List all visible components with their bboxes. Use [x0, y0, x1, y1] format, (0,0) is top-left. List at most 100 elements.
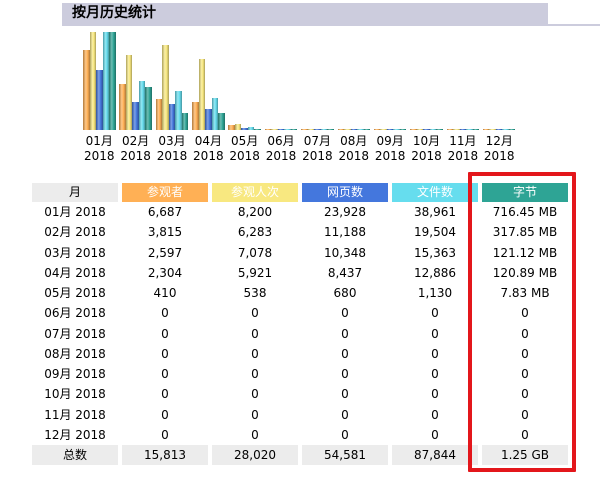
x-tick-label: 03月 2018 [156, 134, 188, 163]
bar-visitors-9 [373, 128, 381, 130]
bytes-cell: 0 [521, 427, 529, 442]
bar-visits-7 [307, 128, 315, 130]
month-cell: 08月 2018 [44, 346, 106, 361]
bytes-cell: 716.45 MB [492, 205, 558, 220]
bar-hits-10 [429, 128, 437, 130]
bar-visitors-1 [83, 50, 90, 130]
bytes-cell: 0 [521, 306, 529, 321]
visitors-column-header: 参观者 [122, 183, 208, 202]
pages-cell: 0 [341, 367, 349, 382]
bar-hits-5 [247, 127, 255, 130]
visitors-cell: 0 [161, 326, 169, 341]
bar-hits-4 [211, 97, 219, 130]
title-divider [62, 24, 600, 26]
table-row: 06月 2018 0 0 0 0 0 [32, 303, 568, 323]
x-tick-label: 08月 2018 [338, 134, 370, 163]
bar-pages-7 [314, 128, 321, 130]
bar-visits-8 [344, 128, 351, 130]
x-tick-label: 12月 2018 [483, 134, 515, 163]
table-row: 09月 2018 0 0 0 0 0 [32, 364, 568, 384]
bar-bytes-1 [109, 32, 116, 130]
month-column-header: 月 [32, 183, 118, 202]
month-cell: 11月 2018 [44, 407, 106, 422]
table-row: 08月 2018 0 0 0 0 0 [32, 344, 568, 364]
bar-pages-12 [495, 128, 503, 130]
bar-visitors-7 [301, 128, 308, 130]
visitors-cell: 0 [161, 346, 169, 361]
x-tick-label: 02月 2018 [120, 134, 151, 163]
month-cell: 10月 2018 [44, 387, 106, 402]
bar-pages-1 [96, 69, 103, 130]
month-cell: 05月 2018 [44, 286, 106, 301]
hits-cell: 19,504 [414, 225, 456, 240]
visits-cell: 0 [251, 427, 259, 442]
bar-visits-2 [125, 54, 133, 130]
bar-visitors-6 [264, 128, 272, 130]
bar-visitors-12 [482, 128, 490, 130]
table-row: 11月 2018 0 0 0 0 0 [32, 405, 568, 425]
bar-pages-2 [132, 101, 139, 130]
month-cell: 01月 2018 [44, 205, 106, 220]
bar-visitors-4 [192, 102, 199, 130]
visitors-cell: 6,687 [147, 205, 183, 220]
bar-hits-7 [320, 128, 328, 130]
month-cell: 12月 2018 [44, 427, 106, 442]
bar-bytes-7 [327, 128, 334, 130]
bar-visits-6 [271, 128, 278, 130]
visits-cell: 5,921 [237, 265, 273, 280]
bar-pages-4 [205, 108, 212, 130]
visitors-cell: 2,304 [147, 265, 183, 280]
month-cell: 04月 2018 [44, 265, 106, 280]
month-cell: 09月 2018 [44, 367, 106, 382]
total-bytes-cell: 1.25 GB [482, 445, 568, 465]
bar-visitors-2 [119, 84, 126, 130]
bar-visits-9 [380, 128, 387, 130]
hits-cell: 38,961 [414, 205, 456, 220]
bytes-cell: 0 [521, 407, 529, 422]
hits-cell: 0 [431, 346, 439, 361]
pages-cell: 11,188 [324, 225, 366, 240]
pages-cell: 0 [341, 346, 349, 361]
total-hits-cell: 87,844 [392, 445, 478, 465]
pages-cell: 0 [341, 306, 349, 321]
visitors-cell: 3,815 [147, 225, 183, 240]
bar-hits-1 [102, 32, 109, 130]
visits-cell: 0 [251, 326, 259, 341]
total-pages-cell: 54,581 [302, 445, 388, 465]
bar-bytes-10 [436, 128, 443, 130]
bar-hits-11 [466, 128, 473, 130]
bar-bytes-4 [218, 113, 225, 130]
bar-pages-5 [241, 128, 248, 130]
monthly-history-table: 月 参观者 参观人次 网页数 文件数 字节 01月 2018 6,687 8,200… [28, 183, 572, 465]
bar-bytes-6 [290, 128, 298, 130]
bar-hits-12 [502, 128, 509, 130]
bar-hits-9 [393, 128, 400, 130]
bar-bytes-12 [508, 128, 516, 130]
pages-cell: 10,348 [324, 245, 366, 260]
bar-visits-10 [416, 128, 424, 130]
table-row: 10月 2018 0 0 0 0 0 [32, 384, 568, 404]
pages-cell: 8,437 [327, 265, 363, 280]
hits-cell: 15,363 [414, 245, 456, 260]
hits-column-header: 文件数 [392, 183, 478, 202]
visits-cell: 0 [251, 346, 259, 361]
pages-cell: 680 [333, 286, 357, 301]
pages-cell: 0 [341, 326, 349, 341]
bar-bytes-8 [363, 128, 371, 130]
monthly-history-chart: 01月 2018 02月 2018 03月 2018 04月 2018 05月 2018… [0, 0, 600, 172]
bytes-cell: 121.12 MB [492, 245, 558, 260]
bar-pages-8 [350, 128, 358, 130]
bar-visitors-5 [228, 125, 235, 130]
month-cell: 06月 2018 [44, 306, 106, 321]
bar-pages-10 [423, 128, 430, 130]
total-row: 总数 15,813 28,020 54,581 87,844 1.25 GB [32, 445, 568, 465]
bar-hits-3 [175, 91, 182, 130]
bar-visitors-3 [155, 98, 163, 130]
visits-column-header: 参观人次 [212, 183, 298, 202]
table-row: 01月 2018 6,687 8,200 23,928 38,961 716.45 MB [32, 202, 568, 222]
bar-bytes-5 [254, 128, 261, 130]
bar-visits-12 [489, 128, 496, 130]
pages-cell: 23,928 [324, 205, 366, 220]
month-cell: 02月 2018 [44, 225, 106, 240]
visitors-cell: 2,597 [147, 245, 183, 260]
